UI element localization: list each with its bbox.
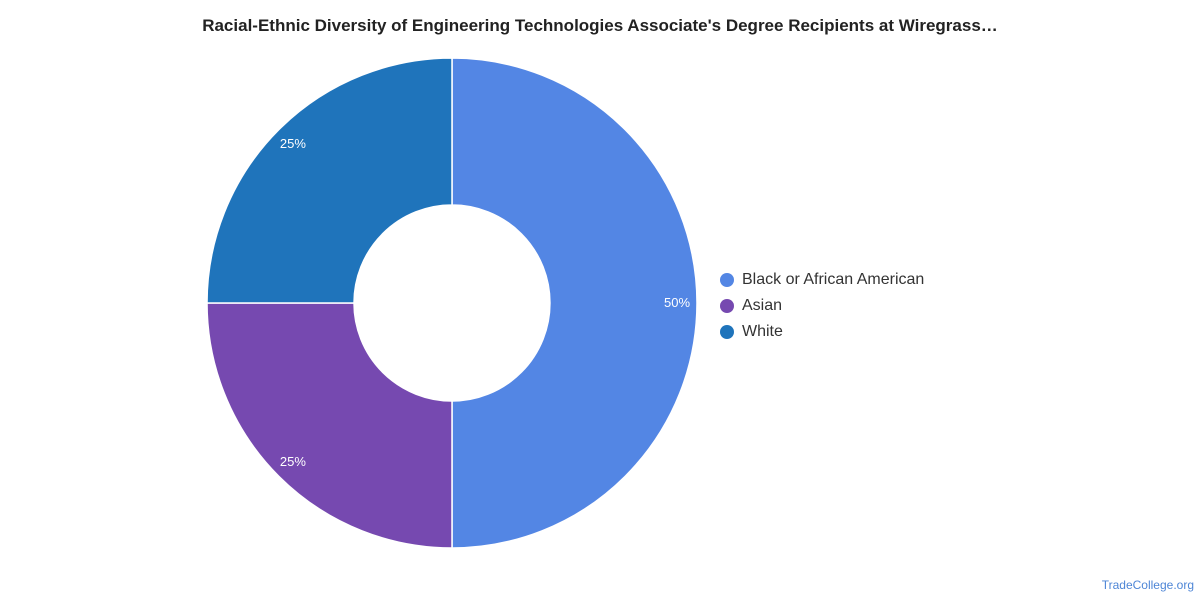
- slice-label: 25%: [280, 136, 306, 151]
- slice-asian[interactable]: [206, 302, 453, 549]
- slice-white[interactable]: [206, 57, 453, 304]
- slice-label: 50%: [664, 295, 690, 310]
- legend-item[interactable]: Asian: [720, 293, 924, 319]
- source-credit[interactable]: TradeCollege.org: [1101, 578, 1194, 592]
- legend-label: Asian: [742, 297, 783, 314]
- legend-swatch: [720, 273, 734, 287]
- legend-item[interactable]: Black or African American: [720, 267, 924, 293]
- legend-label: White: [742, 323, 783, 340]
- slice-black-or-african-american[interactable]: [451, 57, 698, 549]
- legend-swatch: [720, 325, 734, 339]
- legend-label: Black or African American: [742, 271, 925, 288]
- chart-legend: Black or African American Asian White: [720, 267, 924, 345]
- legend-item[interactable]: White: [720, 319, 924, 345]
- legend-swatch: [720, 299, 734, 313]
- slice-label: 25%: [280, 454, 306, 469]
- chart-title: Racial-Ethnic Diversity of Engineering T…: [202, 16, 998, 35]
